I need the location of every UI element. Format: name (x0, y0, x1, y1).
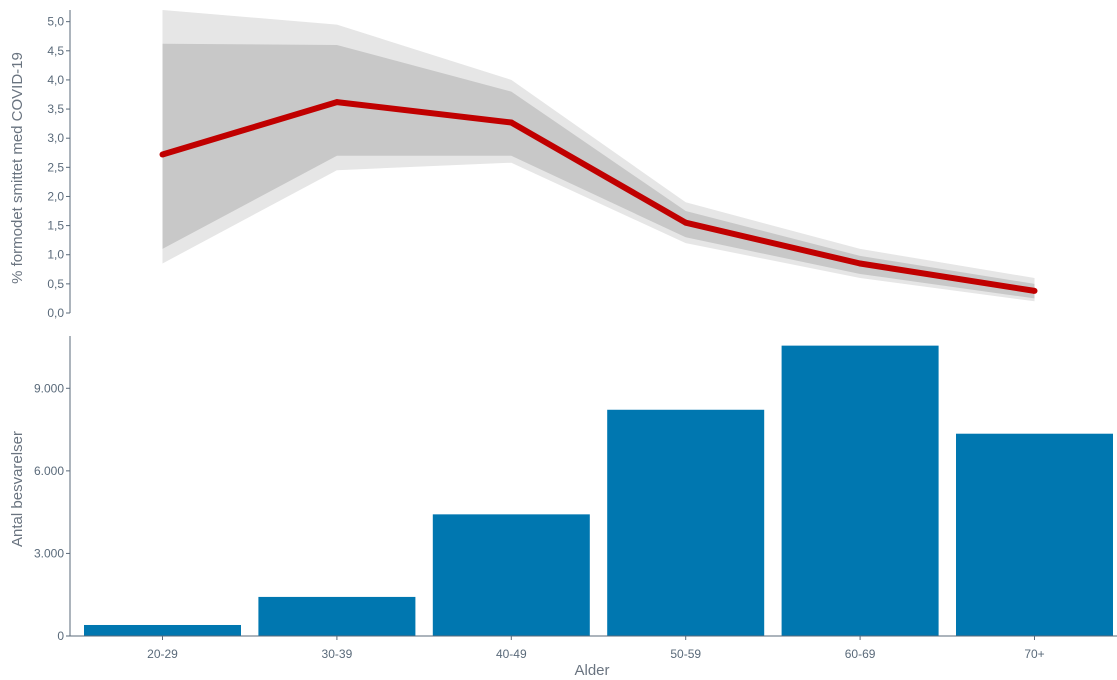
x-tick-label: 70+ (1024, 647, 1044, 661)
x-tick-label: 50-59 (670, 647, 701, 661)
top-y-tick-label: 5,0 (47, 15, 64, 29)
bottom-y-tick-label: 6.000 (34, 464, 64, 478)
data-point-50-59 (682, 219, 689, 226)
data-point-60-69 (857, 260, 864, 267)
bottom-y-axis-title: Antal besvarelser (9, 431, 26, 547)
bar-60-69 (781, 345, 939, 636)
infection-rate-panel: 0,0 0,5 1,0 1,5 2,0 2,5 3,0 3,5 4,0 4,5 5,0 (47, 10, 1038, 320)
top-y-tick-label: 3,5 (47, 102, 64, 116)
data-point-40-49 (508, 119, 515, 126)
bar-20-29 (84, 624, 241, 636)
x-tick-label: 40-49 (496, 647, 527, 661)
top-y-tick-label: 4,0 (47, 73, 64, 87)
bar-30-39 (258, 596, 416, 636)
bar-70+ (956, 433, 1113, 636)
data-point-20-29 (159, 151, 166, 158)
bottom-y-tick-label: 3.000 (34, 546, 64, 560)
series-line (161, 99, 1035, 294)
data-point-30-39 (333, 99, 340, 106)
bottom-y-tick-label: 0 (57, 629, 64, 643)
top-y-tick-label: 0,5 (47, 277, 64, 291)
top-y-tick-label: 1,5 (47, 219, 64, 233)
bottom-y-tick-label: 9.000 (34, 381, 64, 395)
top-y-tick-label: 0,0 (47, 306, 64, 320)
x-axis-title: Alder (574, 662, 609, 679)
x-tick-label: 30-39 (322, 647, 353, 661)
top-y-tick-label: 2,0 (47, 189, 64, 203)
top-y-tick-label: 3,0 (47, 131, 64, 145)
data-point-70+ (1031, 287, 1038, 294)
x-tick-label: 60-69 (845, 647, 876, 661)
bar-40-49 (432, 514, 590, 636)
top-y-tick-label: 2,5 (47, 160, 64, 174)
top-y-tick-label: 1,0 (47, 248, 64, 262)
responses-panel: 0 3.000 6.000 9.000 20-29 30-39 40-49 50-59 60-6… (34, 336, 1117, 661)
top-y-axis-title: % formodet smittet med COVID-19 (9, 52, 26, 284)
top-y-tick-label: 4,5 (47, 44, 64, 58)
bar-50-59 (607, 409, 765, 636)
x-tick-label: 20-29 (147, 647, 178, 661)
